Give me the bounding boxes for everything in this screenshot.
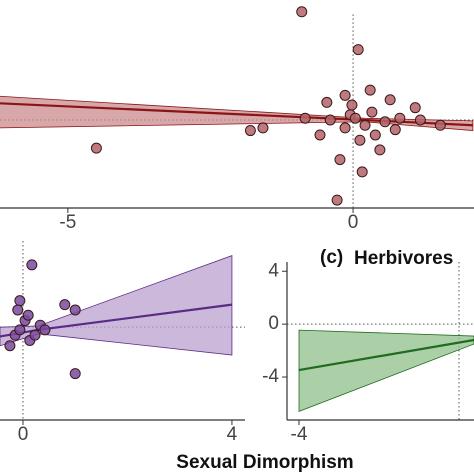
point [26, 259, 38, 271]
point [339, 122, 351, 134]
y-tick-label: 0 [268, 313, 279, 334]
point [369, 129, 381, 141]
point [12, 304, 24, 316]
point [352, 44, 364, 56]
point [374, 144, 386, 156]
point [29, 329, 41, 341]
point [414, 114, 426, 126]
point [296, 6, 308, 18]
point [257, 122, 269, 134]
point [59, 299, 71, 311]
point [354, 134, 366, 146]
point [356, 166, 368, 178]
point [22, 309, 34, 321]
point [14, 295, 26, 307]
point [349, 112, 361, 124]
point [379, 116, 391, 128]
x-tick-label: -5 [59, 212, 76, 233]
y-tick-label: 4 [268, 260, 279, 281]
x-tick-label: 4 [227, 424, 238, 445]
point [389, 124, 401, 136]
point [339, 89, 351, 101]
point [299, 112, 311, 124]
x-axis-title: Sexual Dimorphism [176, 452, 353, 473]
point [394, 112, 406, 124]
point [434, 119, 446, 131]
y-tick-label: -4 [262, 366, 279, 387]
point [384, 94, 396, 106]
panel-title: Herbivores [354, 248, 453, 269]
x-tick-label: 0 [18, 424, 29, 445]
point [331, 194, 343, 206]
point [244, 125, 256, 137]
point [39, 324, 51, 336]
panel-label: (c) [320, 247, 343, 268]
point [321, 96, 333, 108]
point [314, 129, 326, 141]
regression-line [298, 338, 474, 372]
x-tick-label: -4 [291, 424, 308, 445]
point [359, 119, 371, 131]
point [409, 102, 421, 114]
point [69, 368, 81, 380]
point [334, 154, 346, 166]
confidence-band [298, 329, 474, 412]
point [366, 106, 378, 118]
point [69, 304, 81, 316]
point [346, 99, 358, 111]
point [4, 340, 16, 352]
point [90, 142, 102, 154]
point [364, 84, 376, 96]
point [324, 114, 336, 126]
point [14, 324, 26, 336]
x-tick-label: 0 [348, 212, 359, 233]
